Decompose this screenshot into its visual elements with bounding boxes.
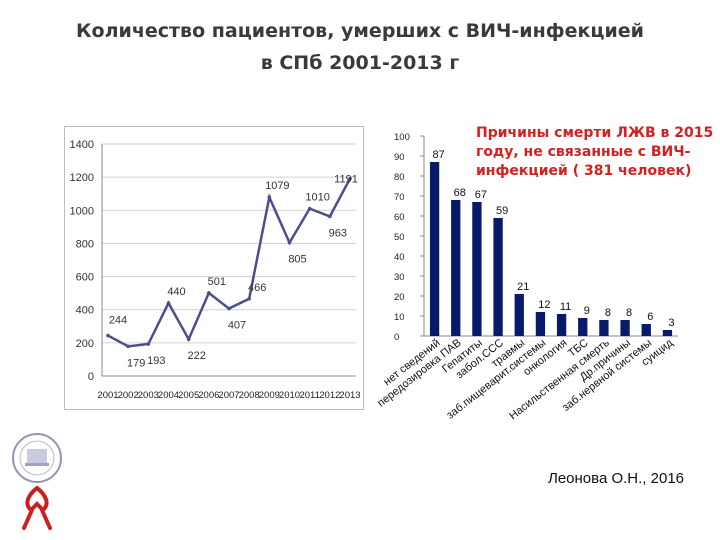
line-data-label: 193: [147, 355, 165, 367]
line-x-tick-label: 2010: [279, 390, 300, 401]
line-point: [307, 206, 312, 211]
bar-y-tick-label: 30: [394, 272, 405, 283]
line-point: [348, 176, 352, 181]
bar-y-tick-label: 90: [394, 152, 405, 163]
line-y-tick-label: 200: [76, 338, 94, 350]
line-point: [186, 337, 191, 342]
line-y-tick-label: 1200: [70, 172, 94, 184]
bar: [662, 330, 673, 336]
line-data-label: 1191: [334, 174, 358, 186]
logo-building: [27, 449, 47, 463]
bar-chart-title: Причины смерти ЛЖВ в 2015 году, не связа…: [476, 125, 714, 179]
bar-data-label: 8: [605, 307, 611, 319]
line-y-tick-label: 800: [76, 238, 94, 250]
organization-logo: [12, 433, 62, 530]
bar-data-label: 9: [584, 305, 590, 317]
line-x-tick-label: 2012: [319, 390, 340, 401]
logo-base: [25, 463, 49, 466]
bar: [599, 320, 609, 336]
line-x-tick-label: 2002: [118, 390, 139, 401]
bar-data-label: 12: [538, 299, 550, 311]
line-point: [287, 240, 292, 245]
bar-data-label: 59: [496, 205, 508, 217]
line-y-tick-label: 1400: [70, 139, 94, 151]
line-y-tick-label: 1000: [70, 205, 94, 217]
line-x-tick-label: 2001: [97, 390, 118, 401]
line-point: [166, 301, 171, 305]
line-point: [227, 306, 231, 311]
red-ribbon-icon: [22, 485, 52, 530]
bar: [578, 318, 588, 336]
line-data-label: 1079: [265, 180, 289, 192]
bar: [641, 324, 651, 336]
line-data-label: 466: [248, 282, 266, 294]
line-point: [106, 333, 110, 338]
line-data-label: 805: [288, 254, 306, 266]
logo-inner-ring: [19, 440, 55, 476]
line-x-tick-label: 2004: [158, 390, 179, 401]
line-point: [126, 344, 130, 349]
bar-y-tick-label: 100: [394, 132, 410, 143]
bar-chart-causes-of-death-2015: 0 10 20 30 40 50 60 70 80 90 100 87 68 67 59 21 12 11 9 8 8 6…: [375, 132, 678, 422]
line-point: [267, 195, 272, 199]
logo-ring: [12, 433, 62, 483]
bar-y-tick-label: 40: [394, 252, 405, 263]
line-data-label: 440: [167, 286, 185, 298]
line-data-label: 222: [187, 350, 205, 362]
bar-y-tick-label: 0: [394, 332, 399, 343]
line-x-tick-label: 2013: [339, 390, 360, 401]
line-x-tick-label: 2006: [198, 390, 219, 401]
bar: [535, 312, 546, 336]
line-point: [207, 291, 211, 295]
bar-data-label: 6: [647, 311, 653, 323]
line-data-label: 407: [228, 320, 246, 332]
line-y-tick-label: 0: [88, 371, 94, 383]
line-x-tick-label: 2005: [178, 390, 199, 401]
bar: [472, 202, 482, 336]
line-data-label: 963: [329, 227, 347, 239]
bar-y-tick-label: 70: [394, 192, 405, 203]
line-data-label: 244: [109, 315, 127, 327]
bar-data-label: 3: [668, 317, 674, 329]
bar-data-label: 87: [432, 149, 444, 161]
line-x-tick-label: 2008: [239, 390, 260, 401]
bar-y-tick-label: 20: [394, 292, 405, 303]
bar-data-label: 67: [475, 189, 487, 201]
line-point: [247, 296, 251, 301]
line-data-label: 1010: [305, 192, 329, 204]
bar-data-label: 8: [626, 307, 632, 319]
line-y-tick-label: 600: [76, 272, 94, 284]
line-x-tick-label: 2003: [138, 390, 159, 401]
bar-y-tick-label: 60: [394, 212, 405, 223]
bar: [556, 314, 567, 336]
bar-y-tick-label: 80: [394, 172, 405, 183]
line-y-tick-label: 400: [76, 305, 94, 317]
line-chart-frame: [64, 126, 364, 410]
bar: [514, 294, 524, 336]
bar-y-tick-label: 10: [394, 312, 405, 323]
line-data-label: 501: [208, 276, 226, 288]
line-x-tick-label: 2007: [218, 390, 239, 401]
line-x-tick-label: 2011: [299, 390, 319, 401]
line-x-tick-label: 2009: [259, 390, 280, 401]
bar-data-label: 68: [454, 187, 466, 199]
bar-data-label: 21: [517, 281, 529, 293]
line-point: [328, 214, 332, 219]
chart-title-line-2: в СПб 2001-2013 г: [260, 52, 460, 74]
line-point: [146, 342, 151, 346]
bar: [493, 218, 503, 336]
author-credit: Леонова О.Н., 2016: [548, 470, 685, 487]
line-data-label: 179: [127, 357, 145, 369]
bar-data-label: 11: [560, 301, 571, 313]
chart-title-line-1: Количество пациентов, умерших с ВИЧ-инфе…: [76, 20, 644, 42]
bar-y-tick-label: 50: [394, 232, 405, 243]
bar: [620, 320, 630, 336]
bar: [429, 162, 440, 336]
bar: [451, 200, 461, 336]
